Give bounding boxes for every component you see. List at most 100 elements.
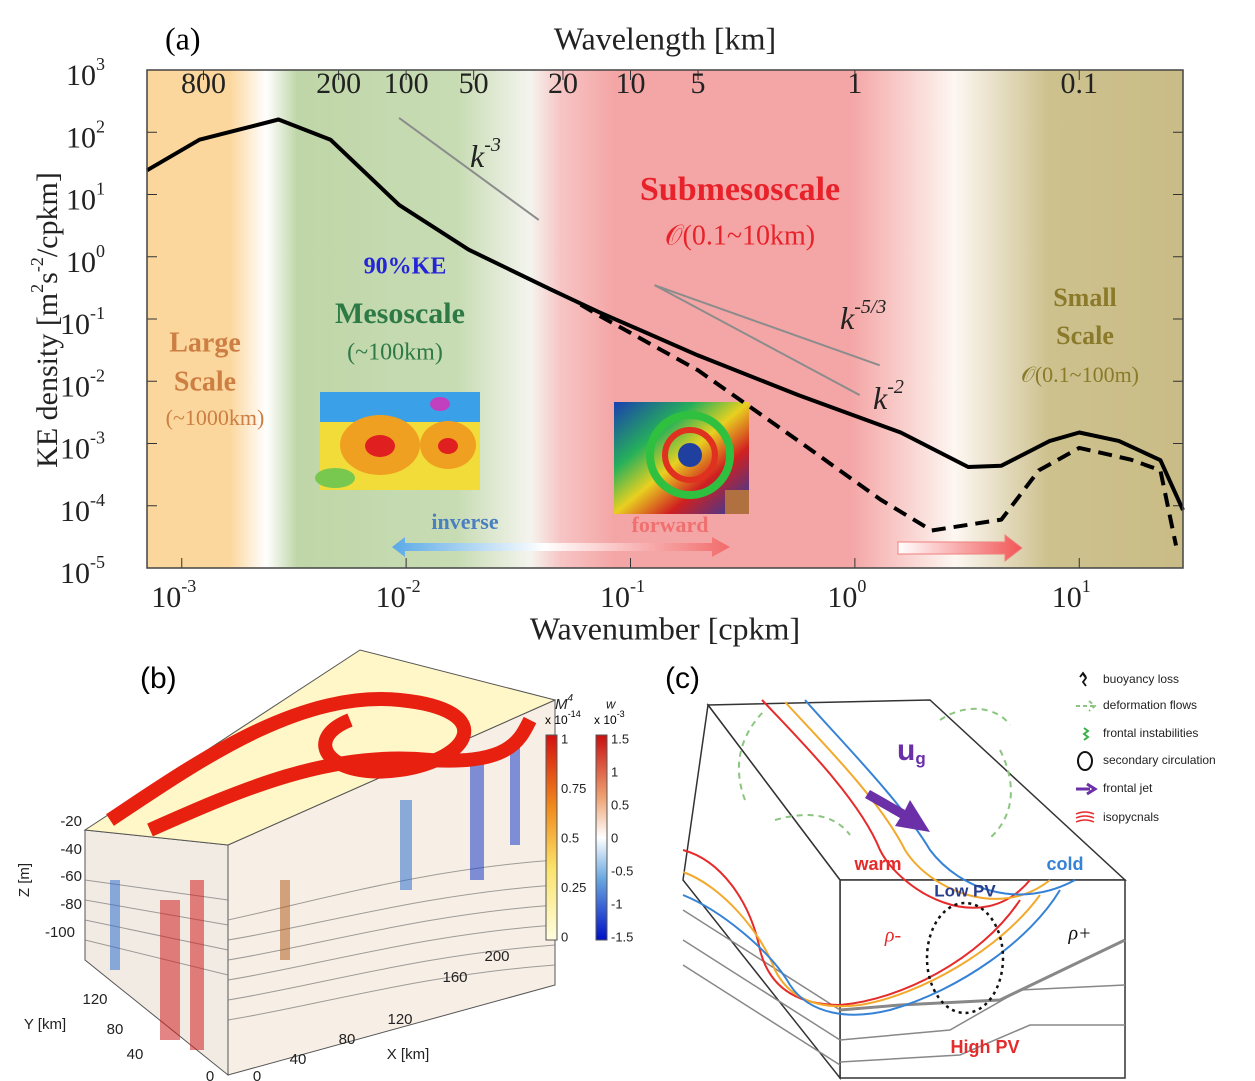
annotation: 𝒪(0.1~100m)	[1021, 362, 1139, 387]
annotation: 𝒪(0.1~10km)	[665, 220, 815, 251]
scale-base: x 10	[594, 713, 617, 727]
axis-title: Y [km]	[24, 1016, 66, 1033]
label-exponent: 0	[96, 241, 105, 261]
label-exponent: -5/3	[854, 296, 886, 318]
label-base: 10	[376, 581, 406, 614]
legend	[1076, 673, 1095, 822]
jet-subscript: g	[915, 749, 925, 768]
label-base: 10	[66, 121, 96, 154]
y-tick-label: 0	[206, 1068, 214, 1081]
y-title-sup: -2	[27, 257, 47, 272]
x2-tick-label: 5	[691, 67, 706, 100]
y-tick-label: 103	[66, 54, 105, 92]
label-low-pv: Low PV	[934, 881, 996, 900]
label-exponent: -2	[887, 376, 904, 398]
x-tick-label: 101	[1052, 576, 1091, 614]
label-rho-minus: ρ-	[884, 925, 901, 947]
label-base: 10	[600, 581, 630, 614]
label-base: 10	[66, 246, 96, 279]
label-exponent: -2	[90, 365, 105, 385]
legend-label: frontal jet	[1103, 781, 1153, 795]
label-base: k	[873, 380, 888, 416]
colorbar-m4	[546, 735, 557, 940]
x-tick-label: 10-3	[151, 576, 196, 614]
y-title-sup: 2	[27, 284, 47, 293]
label-exponent: -4	[90, 490, 105, 510]
y-tick-label: 10-5	[60, 552, 105, 590]
panel-label: (a)	[165, 20, 201, 56]
legend-icon	[1080, 673, 1086, 686]
y-tick-label: 100	[66, 241, 105, 279]
legend-label: buoyancy loss	[1103, 672, 1179, 686]
y-title-part: KE density [m	[31, 293, 64, 468]
y-tick-label: 102	[66, 116, 105, 154]
panel-c: (c) warm cold Low PV High PV ug ρ- ρ+	[665, 662, 1125, 1078]
label-base: k	[470, 138, 485, 174]
label-exponent: -1	[90, 303, 105, 323]
annotation: Large	[169, 327, 241, 358]
label-exponent: 3	[96, 54, 105, 74]
legend-label: isopycnals	[1103, 810, 1159, 824]
annotation: 90%KE	[364, 254, 447, 280]
y-tick-label: 40	[127, 1046, 144, 1063]
x-tick-label: 120	[387, 1011, 412, 1028]
colorbar-tick-label: 1	[561, 731, 568, 746]
axis-title: Z [m]	[16, 863, 33, 897]
x2-tick-label: 50	[459, 67, 489, 100]
label-base: 10	[60, 495, 90, 528]
figure: (a) Wavelength [km] Wavenumber [cpkm] KE…	[0, 0, 1255, 1081]
colorbar-tick-label: -0.5	[611, 863, 633, 878]
z-tick-label: -80	[60, 896, 82, 913]
legend-icon	[1076, 812, 1094, 822]
z-tick-label: -40	[60, 841, 82, 858]
label-base: 10	[60, 557, 90, 590]
annotation: Small	[1053, 283, 1117, 312]
label-warm: warm	[853, 854, 901, 874]
y-tick-label: 80	[107, 1021, 124, 1038]
label-high-pv: High PV	[950, 1037, 1019, 1057]
x2-tick-label: 10	[616, 67, 646, 100]
annotation: Mesoscale	[335, 297, 465, 330]
label-exponent: -1	[630, 576, 645, 596]
x-tick-label: 100	[827, 576, 866, 614]
label-exponent: 1	[96, 179, 105, 199]
x2-tick-label: 1	[847, 67, 862, 100]
annotation: Scale	[1056, 321, 1114, 350]
y-axis-title: KE density [m2s-2/cpkm]	[27, 172, 64, 468]
x2-tick-label: 800	[181, 67, 226, 100]
x-tick-label: 200	[484, 948, 509, 965]
x2-tick-label: 200	[316, 67, 361, 100]
y-tick-label: 10-1	[60, 303, 105, 341]
panel-a: (a) Wavelength [km] Wavenumber [cpkm] KE…	[27, 20, 1183, 646]
panel-label: (b)	[140, 662, 177, 695]
legend-icon	[1078, 752, 1092, 770]
label-exponent: -3	[181, 576, 196, 596]
z-tick-label: -60	[60, 868, 82, 885]
label-base: 10	[60, 370, 90, 403]
label-base: 10	[151, 581, 181, 614]
x2-tick-label: 0.1	[1061, 67, 1099, 100]
label-exponent: -5	[90, 552, 105, 572]
label-exponent: -3	[484, 134, 501, 156]
label-base: 10	[60, 308, 90, 341]
z-tick-label: -20	[60, 813, 82, 830]
z-tick-label: -100	[45, 924, 75, 941]
colorbar-power: 4	[568, 693, 574, 704]
label-exponent: 2	[96, 116, 105, 136]
y-title-part: /cpkm]	[31, 172, 64, 257]
colorbar-title: w	[606, 696, 617, 711]
colorbar-symbol: M	[555, 696, 568, 713]
label-base: 10	[66, 183, 96, 216]
x-tick-label: 10-1	[600, 576, 645, 614]
label-exponent: 0	[857, 576, 866, 596]
inset-eddy-map	[315, 392, 480, 490]
legend-label: secondary circulation	[1103, 753, 1216, 767]
colorbar-tick-label: 1	[611, 764, 618, 779]
x2-tick-label: 100	[384, 67, 429, 100]
label-base: 10	[66, 59, 96, 92]
annotation: Submesoscale	[640, 171, 840, 208]
x2-tick-label: 20	[548, 67, 578, 100]
colorbar-tick-label: -1.5	[611, 929, 633, 944]
label-base: 10	[60, 432, 90, 465]
x-tick-label: 0	[253, 1068, 261, 1081]
